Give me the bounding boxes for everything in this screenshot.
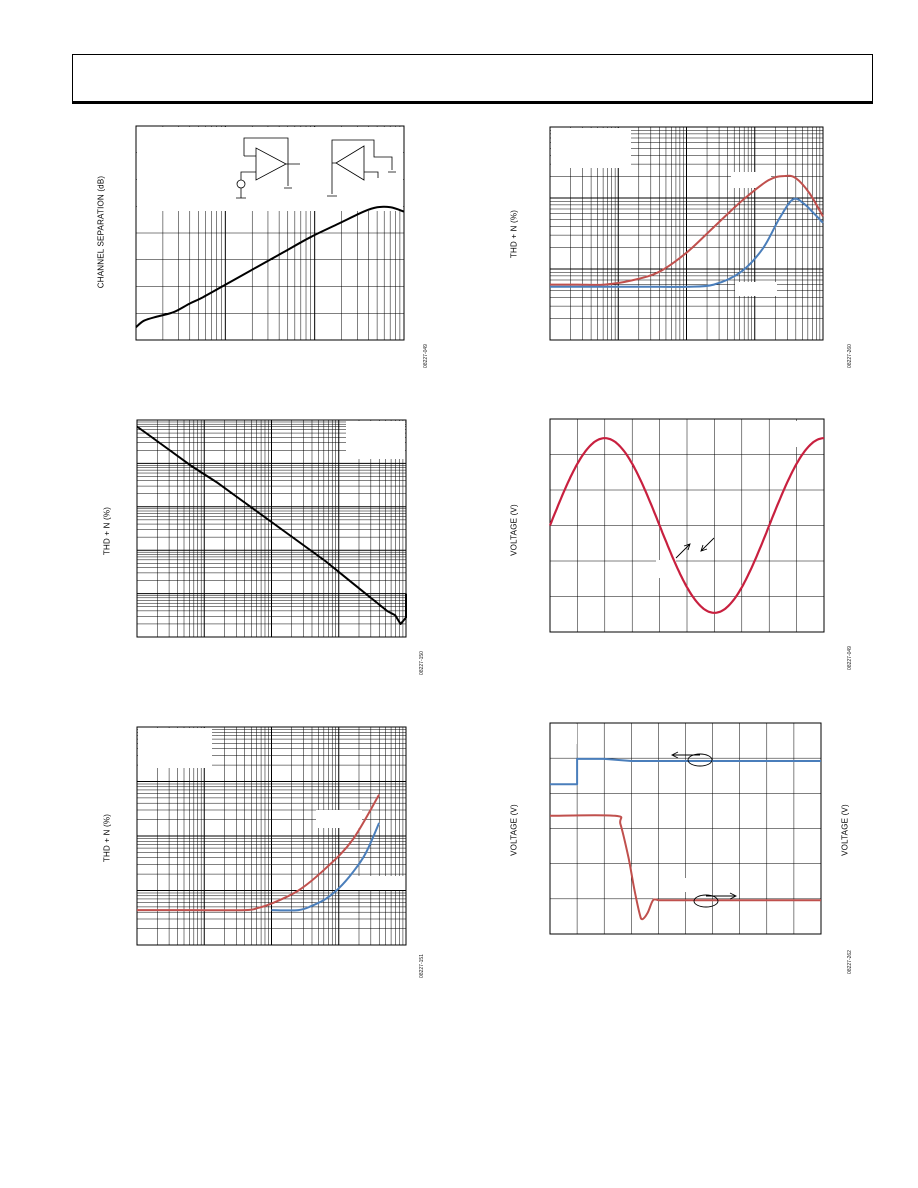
fig5-legend-blank-area [138,728,212,768]
fig1-schematic-wires-3 [327,139,396,197]
fig5-series-red [137,794,380,912]
fig6-y-axis-label: VOLTAGE (V) [509,804,519,856]
fig6-blue-axis-marker-ellipse [687,753,713,767]
fig5-label-blank-area-1 [316,810,362,828]
fig2-label-blank-area-1 [731,172,771,188]
fig1-schematic-opamp-2 [335,145,365,181]
fig1-schematic-wires-2 [236,164,292,199]
fig6-series-red [549,814,821,921]
fig4-label-blank-area-1 [795,421,822,447]
fig4-annotation-arrow-left [675,543,691,559]
fig6-figure-code: 08227-262 [847,950,853,974]
fig2-series-red [549,174,824,286]
fig1-series-line [135,205,405,328]
fig6-red-axis-arrow [706,892,738,900]
page-header-box [72,54,873,104]
fig6-secondary-y-axis-label: VOLTAGE (V) [840,804,850,856]
fig6-label-blank-area-2 [680,878,710,892]
fig1-inset-schematic-area [204,127,403,211]
fig6-blue-axis-arrow [670,751,700,759]
fig3-legend-blank-area [346,421,405,459]
fig1-schematic-opamp-1 [255,147,287,181]
fig6-series-blue [550,757,821,786]
fig2-series-blue [550,197,824,288]
fig4-series-sine [548,437,824,614]
fig4-label-blank-area-2 [656,560,676,578]
fig4-annotation-arrow-right [700,537,715,552]
fig6-red-axis-marker-ellipse [693,894,719,908]
fig1-legend-blank-area [137,127,204,211]
fig5-label-blank-area-2 [350,876,405,890]
fig2-legend-blank-area [551,128,631,168]
fig5-series-blue [271,822,381,912]
fig6-label-blank-area-1 [551,724,577,744]
fig2-label-blank-area-2 [735,282,777,296]
fig3-series-line [136,425,407,625]
